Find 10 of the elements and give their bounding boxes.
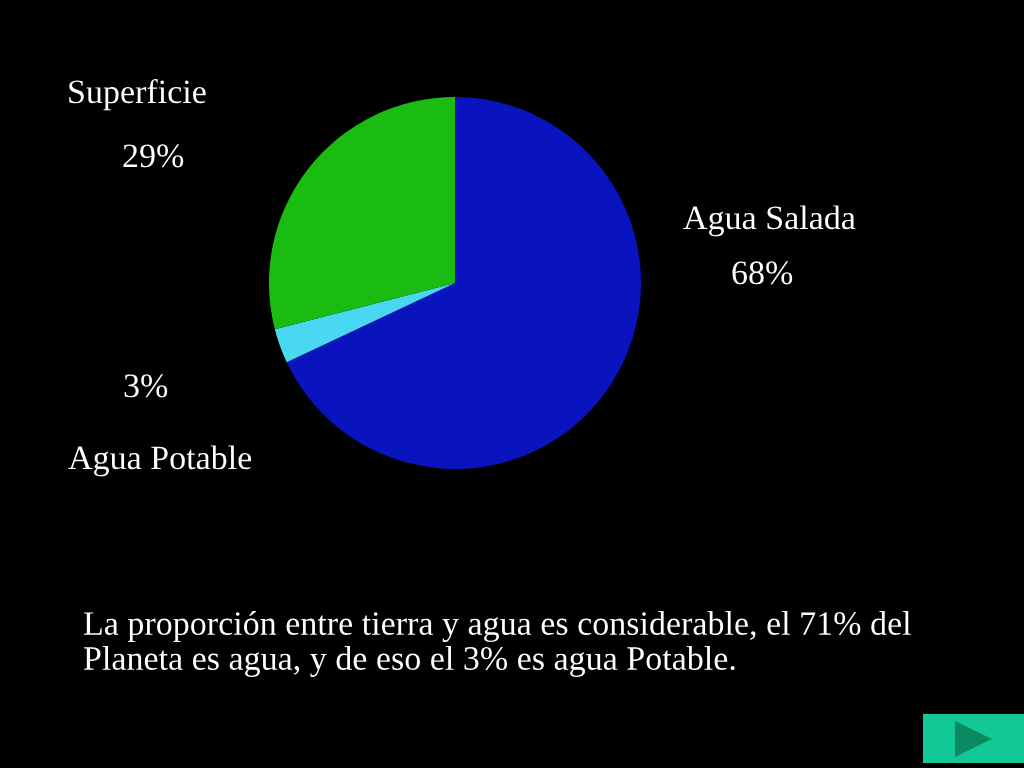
slice-label: Superficie — [69, 79, 206, 111]
data-label: 3% — [124, 374, 168, 398]
pie-slice — [274, 283, 455, 363]
pie-slice — [286, 97, 641, 469]
slice-label: Agua Potable — [68, 445, 252, 477]
data-label: 68% — [732, 261, 793, 285]
slice-label: Agua Salada — [683, 205, 856, 237]
data-label: 29% — [123, 144, 184, 168]
pie-slice — [269, 97, 455, 330]
text: La proporción entre tierra y agua es considerable, el 71% del Planeta es agua, y de eso el 3% es agua Potable. — [83, 611, 911, 677]
